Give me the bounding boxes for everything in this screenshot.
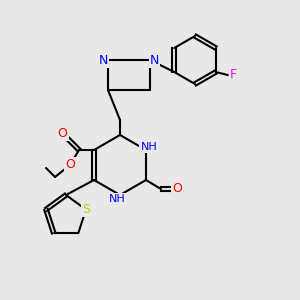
Text: O: O (172, 182, 182, 196)
Text: NH: NH (141, 142, 158, 152)
Text: O: O (65, 158, 75, 172)
Text: F: F (230, 68, 237, 82)
Text: O: O (58, 127, 68, 140)
Text: N: N (150, 53, 159, 67)
Text: S: S (82, 203, 90, 216)
Text: N: N (99, 53, 108, 67)
Text: NH: NH (109, 194, 125, 205)
